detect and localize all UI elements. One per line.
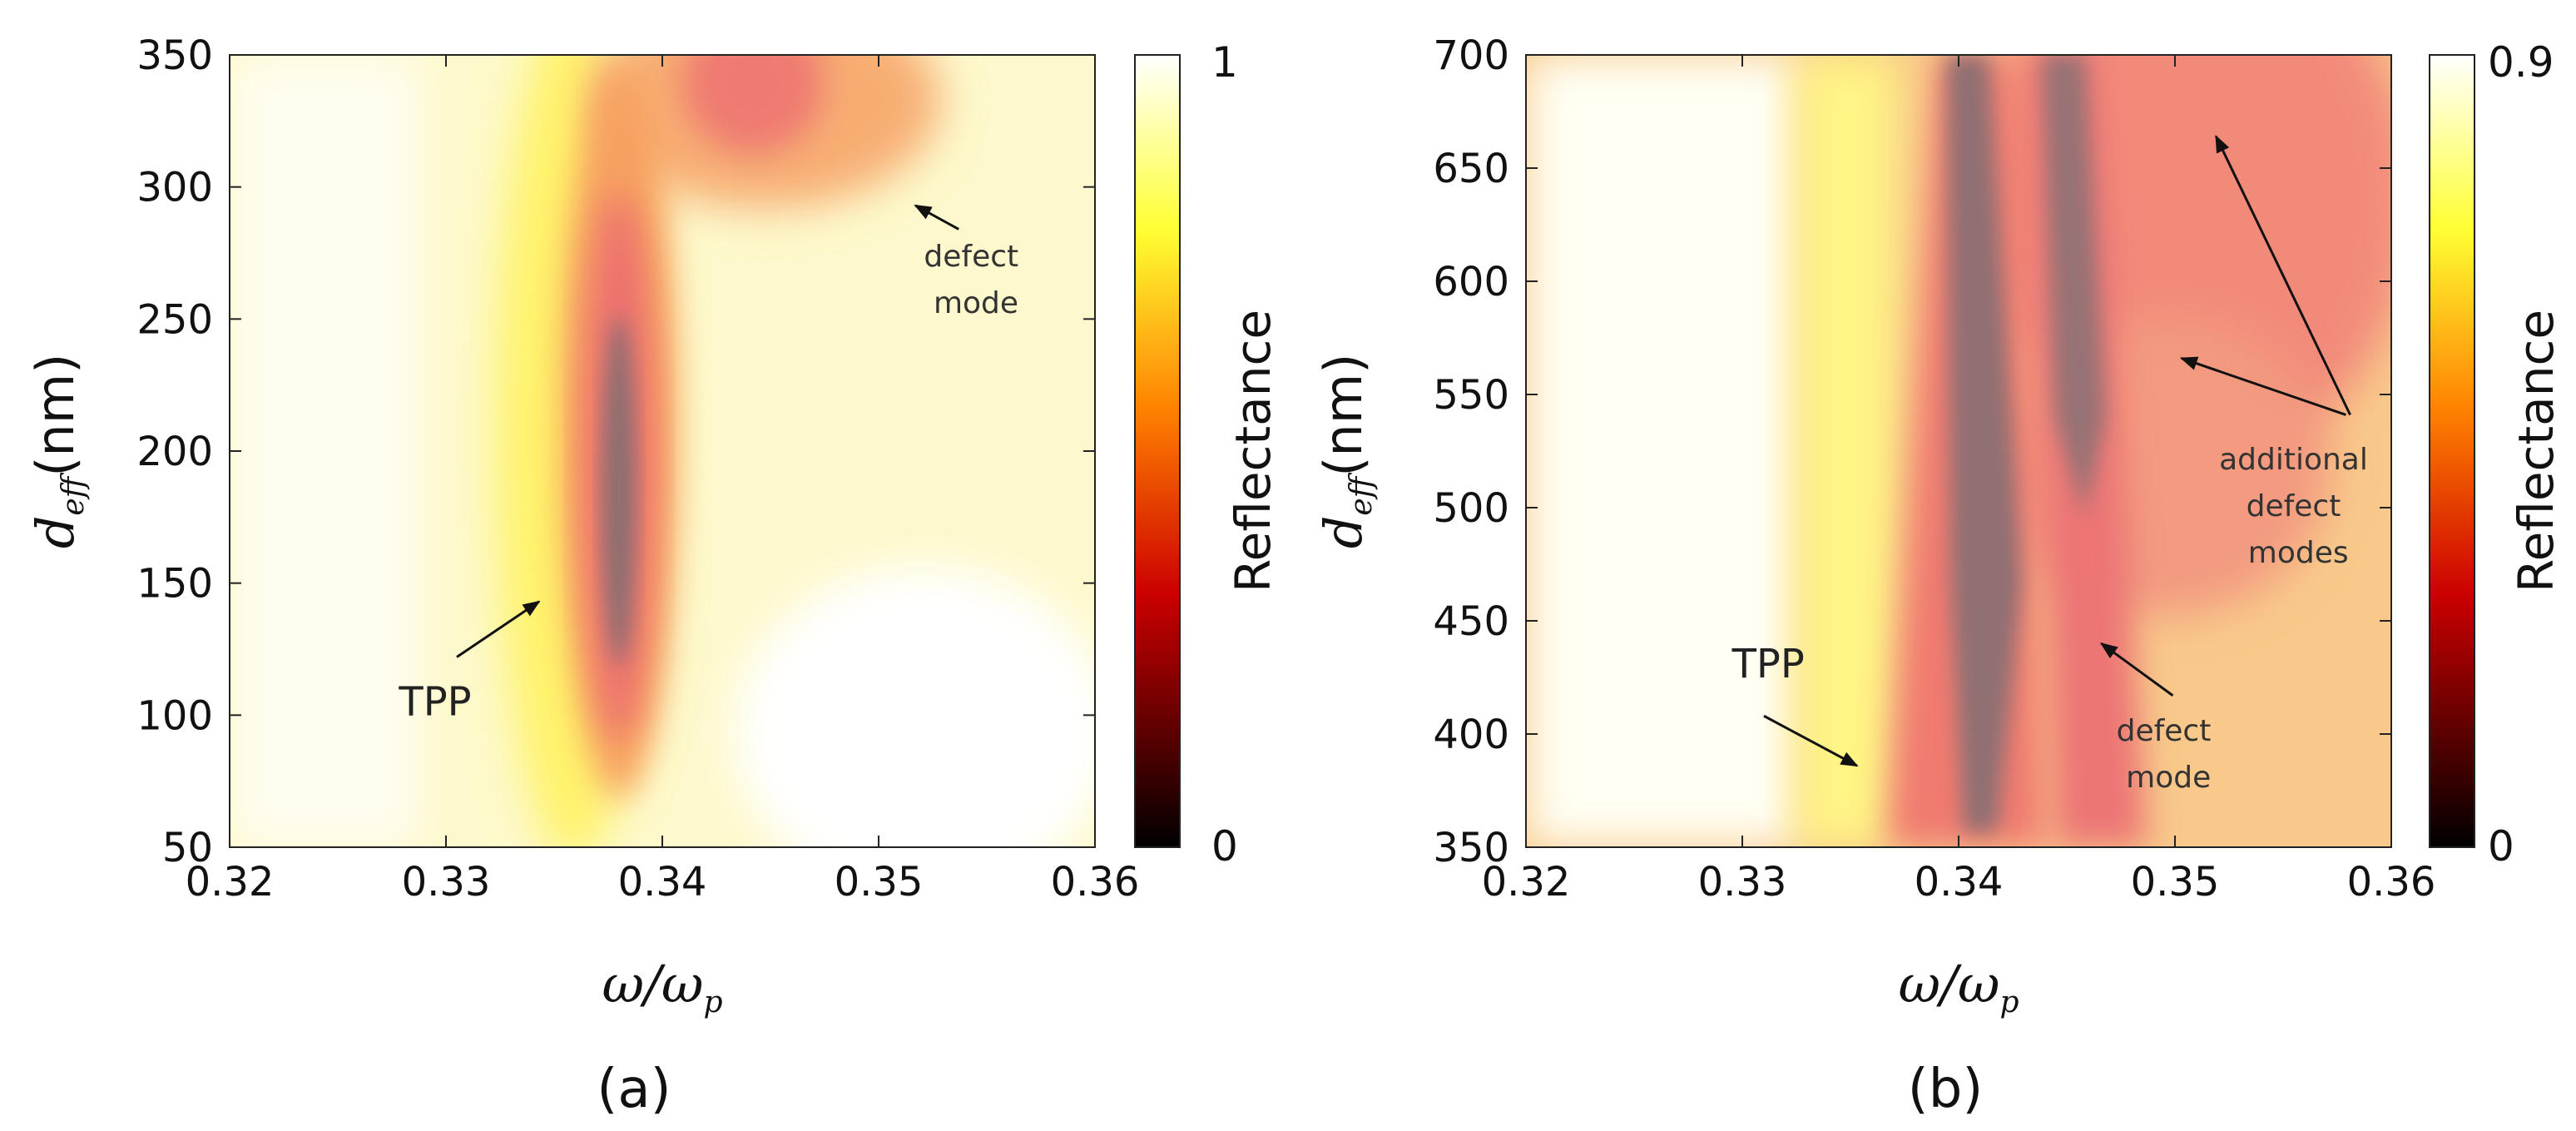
plot-b-ticks: 0.32 0.33 0.34 0.35 0.36 350 400 450 500 550 600 65… [1433,32,2435,905]
additional-defect-modes-line-1: additional [2219,443,2368,477]
colorbar-b: 0.9 0 Reflectance [2429,38,2564,871]
y-tick-label-b-2: 450 [1433,598,1509,645]
defect-mode-label-a-line-1: defect [924,240,1018,274]
x-axis-title-b: ω/ωp [1898,954,2019,1019]
additional-defect-modes-line-3: modes [2248,536,2349,570]
additional-defect-arrow-lower [2179,356,2346,416]
x-axis-title-a: ω/ωp [602,954,722,1019]
tpp-arrow-b [1763,714,1859,767]
y-tick-label-a-5: 300 [136,165,213,211]
heatmap-a-tpp-dark [602,316,636,666]
colorbar-b-min-label: 0 [2488,822,2514,871]
panel-b: 0.32 0.33 0.34 0.35 0.36 350 400 450 500 550 600 65… [1313,32,2564,1120]
defect-mode-label-b: defect mode [2117,714,2221,795]
y-axis-title-a-main: d [25,516,86,549]
y-tick-label-a-0: 50 [162,825,213,871]
defect-mode-arrow-b [2099,642,2174,697]
panel-a: 0.32 0.33 0.34 0.35 0.36 50 100 150 200 250 300 350… [25,32,1281,1120]
x-tick-label-b-4: 0.36 [2347,859,2436,905]
x-tick-label-a-0: 0.32 [186,859,275,905]
y-tick-label-b-4: 550 [1433,372,1509,419]
plot-a-ticks: 0.32 0.33 0.34 0.35 0.36 50 100 150 200 250 300 350 [136,32,1139,905]
colorbar-b-max-label: 0.9 [2488,38,2554,87]
y-tick-label-b-5: 600 [1433,259,1509,305]
y-axis-title-a-sub: eff [57,472,91,515]
x-tick-label-a-3: 0.35 [835,859,924,905]
annotations-b: TPP defect mode additional defect modes [1731,135,2377,795]
x-tick-label-a-4: 0.36 [1051,859,1140,905]
x-axis-title-b-sub: p [1999,985,2019,1019]
colorbar-a-title: Reflectance [1225,310,1281,593]
y-axis-title-a: deff(nm) [25,354,91,549]
y-tick-label-a-4: 250 [136,296,213,343]
defect-mode-arrow-a [914,204,959,231]
panel-label-a: (a) [597,1059,671,1120]
x-tick-label-b-1: 0.33 [1698,859,1787,905]
heatmap-a-left-bright [230,55,421,847]
additional-defect-modes-label: additional defect modes [2219,443,2377,570]
colorbar-a-max-label: 1 [1211,38,1238,87]
y-tick-label-a-3: 200 [136,429,213,475]
x-axis-title-a-main: ω/ω [602,954,703,1014]
x-tick-label-a-1: 0.33 [402,859,491,905]
x-tick-label-b-3: 0.35 [2131,859,2220,905]
x-tick-label-b-0: 0.32 [1482,859,1571,905]
defect-mode-label-a-line-2: mode [934,286,1018,320]
y-tick-label-a-6: 350 [136,32,213,79]
y-tick-label-b-6: 650 [1433,146,1509,192]
x-axis-title-b-main: ω/ω [1898,954,1999,1014]
y-axis-title-a-unit: (nm) [25,354,86,477]
heatmap-b-yellow-band [1797,55,1897,847]
heatmap-b-tpp-dark [1947,55,2022,832]
y-axis-title-b-main: d [1313,516,1374,549]
tpp-arrow-a [456,600,541,658]
panel-label-b: (b) [1908,1059,1984,1120]
y-axis-title-b-sub: eff [1345,472,1379,515]
defect-mode-label-b-line-2: mode [2126,761,2211,795]
annotations-a: TPP defect mode [398,204,1028,725]
heatmap-a-bottom-right-bright [732,566,1095,847]
additional-defect-arrow-upper [2215,135,2351,416]
heatmap-b-defect-dark [2043,55,2105,516]
colorbar-a-gradient [1134,54,1181,848]
x-tick-label-a-2: 0.34 [618,859,707,905]
y-tick-label-b-0: 350 [1433,825,1509,871]
additional-defect-modes-line-2: defect [2247,489,2341,523]
colorbar-b-title: Reflectance [2508,310,2564,593]
heatmap-b-left-bright [1526,55,1801,847]
defect-mode-label-b-line-1: defect [2117,714,2212,748]
heatmap-a-top-defect-core [682,55,824,154]
y-tick-label-a-2: 150 [136,561,213,608]
x-axis-title-a-sub: p [703,985,722,1019]
y-tick-label-b-7: 700 [1433,32,1509,79]
tpp-label-a: TPP [398,678,471,725]
x-tick-label-b-2: 0.34 [1915,859,2004,905]
colorbar-a: 1 0 Reflectance [1134,38,1281,871]
heatmap-b [1526,55,2391,847]
y-tick-label-a-1: 100 [136,692,213,739]
y-tick-label-b-3: 500 [1433,485,1509,532]
y-tick-label-b-1: 400 [1433,712,1509,758]
y-axis-title-b-unit: (nm) [1313,354,1374,477]
heatmap-a [230,55,1095,847]
y-axis-title-b: deff(nm) [1313,354,1379,549]
tpp-label-b: TPP [1731,641,1805,687]
colorbar-a-min-label: 0 [1211,822,1238,871]
colorbar-b-gradient [2429,54,2475,848]
defect-mode-label-a: defect mode [924,240,1028,320]
